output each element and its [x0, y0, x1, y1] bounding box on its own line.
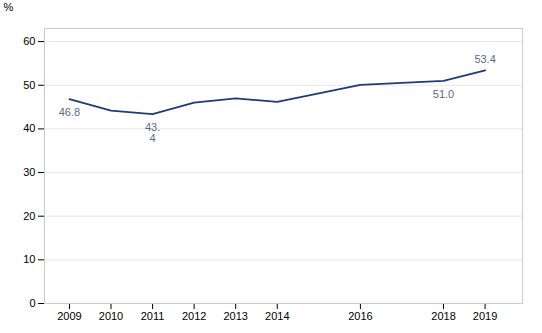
- svg-text:2009: 2009: [57, 310, 81, 322]
- svg-text:0: 0: [29, 297, 35, 309]
- svg-text:53.4: 53.4: [474, 53, 495, 65]
- svg-text:43.4: 43.4: [145, 121, 160, 144]
- svg-text:2013: 2013: [223, 310, 247, 322]
- svg-text:2011: 2011: [141, 310, 165, 322]
- svg-text:2018: 2018: [431, 310, 455, 322]
- svg-text:2012: 2012: [182, 310, 206, 322]
- svg-text:30: 30: [23, 166, 35, 178]
- svg-text:2016: 2016: [348, 310, 372, 322]
- svg-text:50: 50: [23, 79, 35, 91]
- svg-text:40: 40: [23, 122, 35, 134]
- svg-text:%: %: [4, 1, 14, 13]
- svg-text:60: 60: [23, 35, 35, 47]
- svg-text:10: 10: [23, 253, 35, 265]
- svg-text:20: 20: [23, 210, 35, 222]
- svg-text:46.8: 46.8: [59, 106, 80, 118]
- svg-text:2014: 2014: [265, 310, 289, 322]
- svg-text:2019: 2019: [473, 310, 497, 322]
- svg-text:51.0: 51.0: [433, 88, 454, 100]
- svg-text:2010: 2010: [99, 310, 123, 322]
